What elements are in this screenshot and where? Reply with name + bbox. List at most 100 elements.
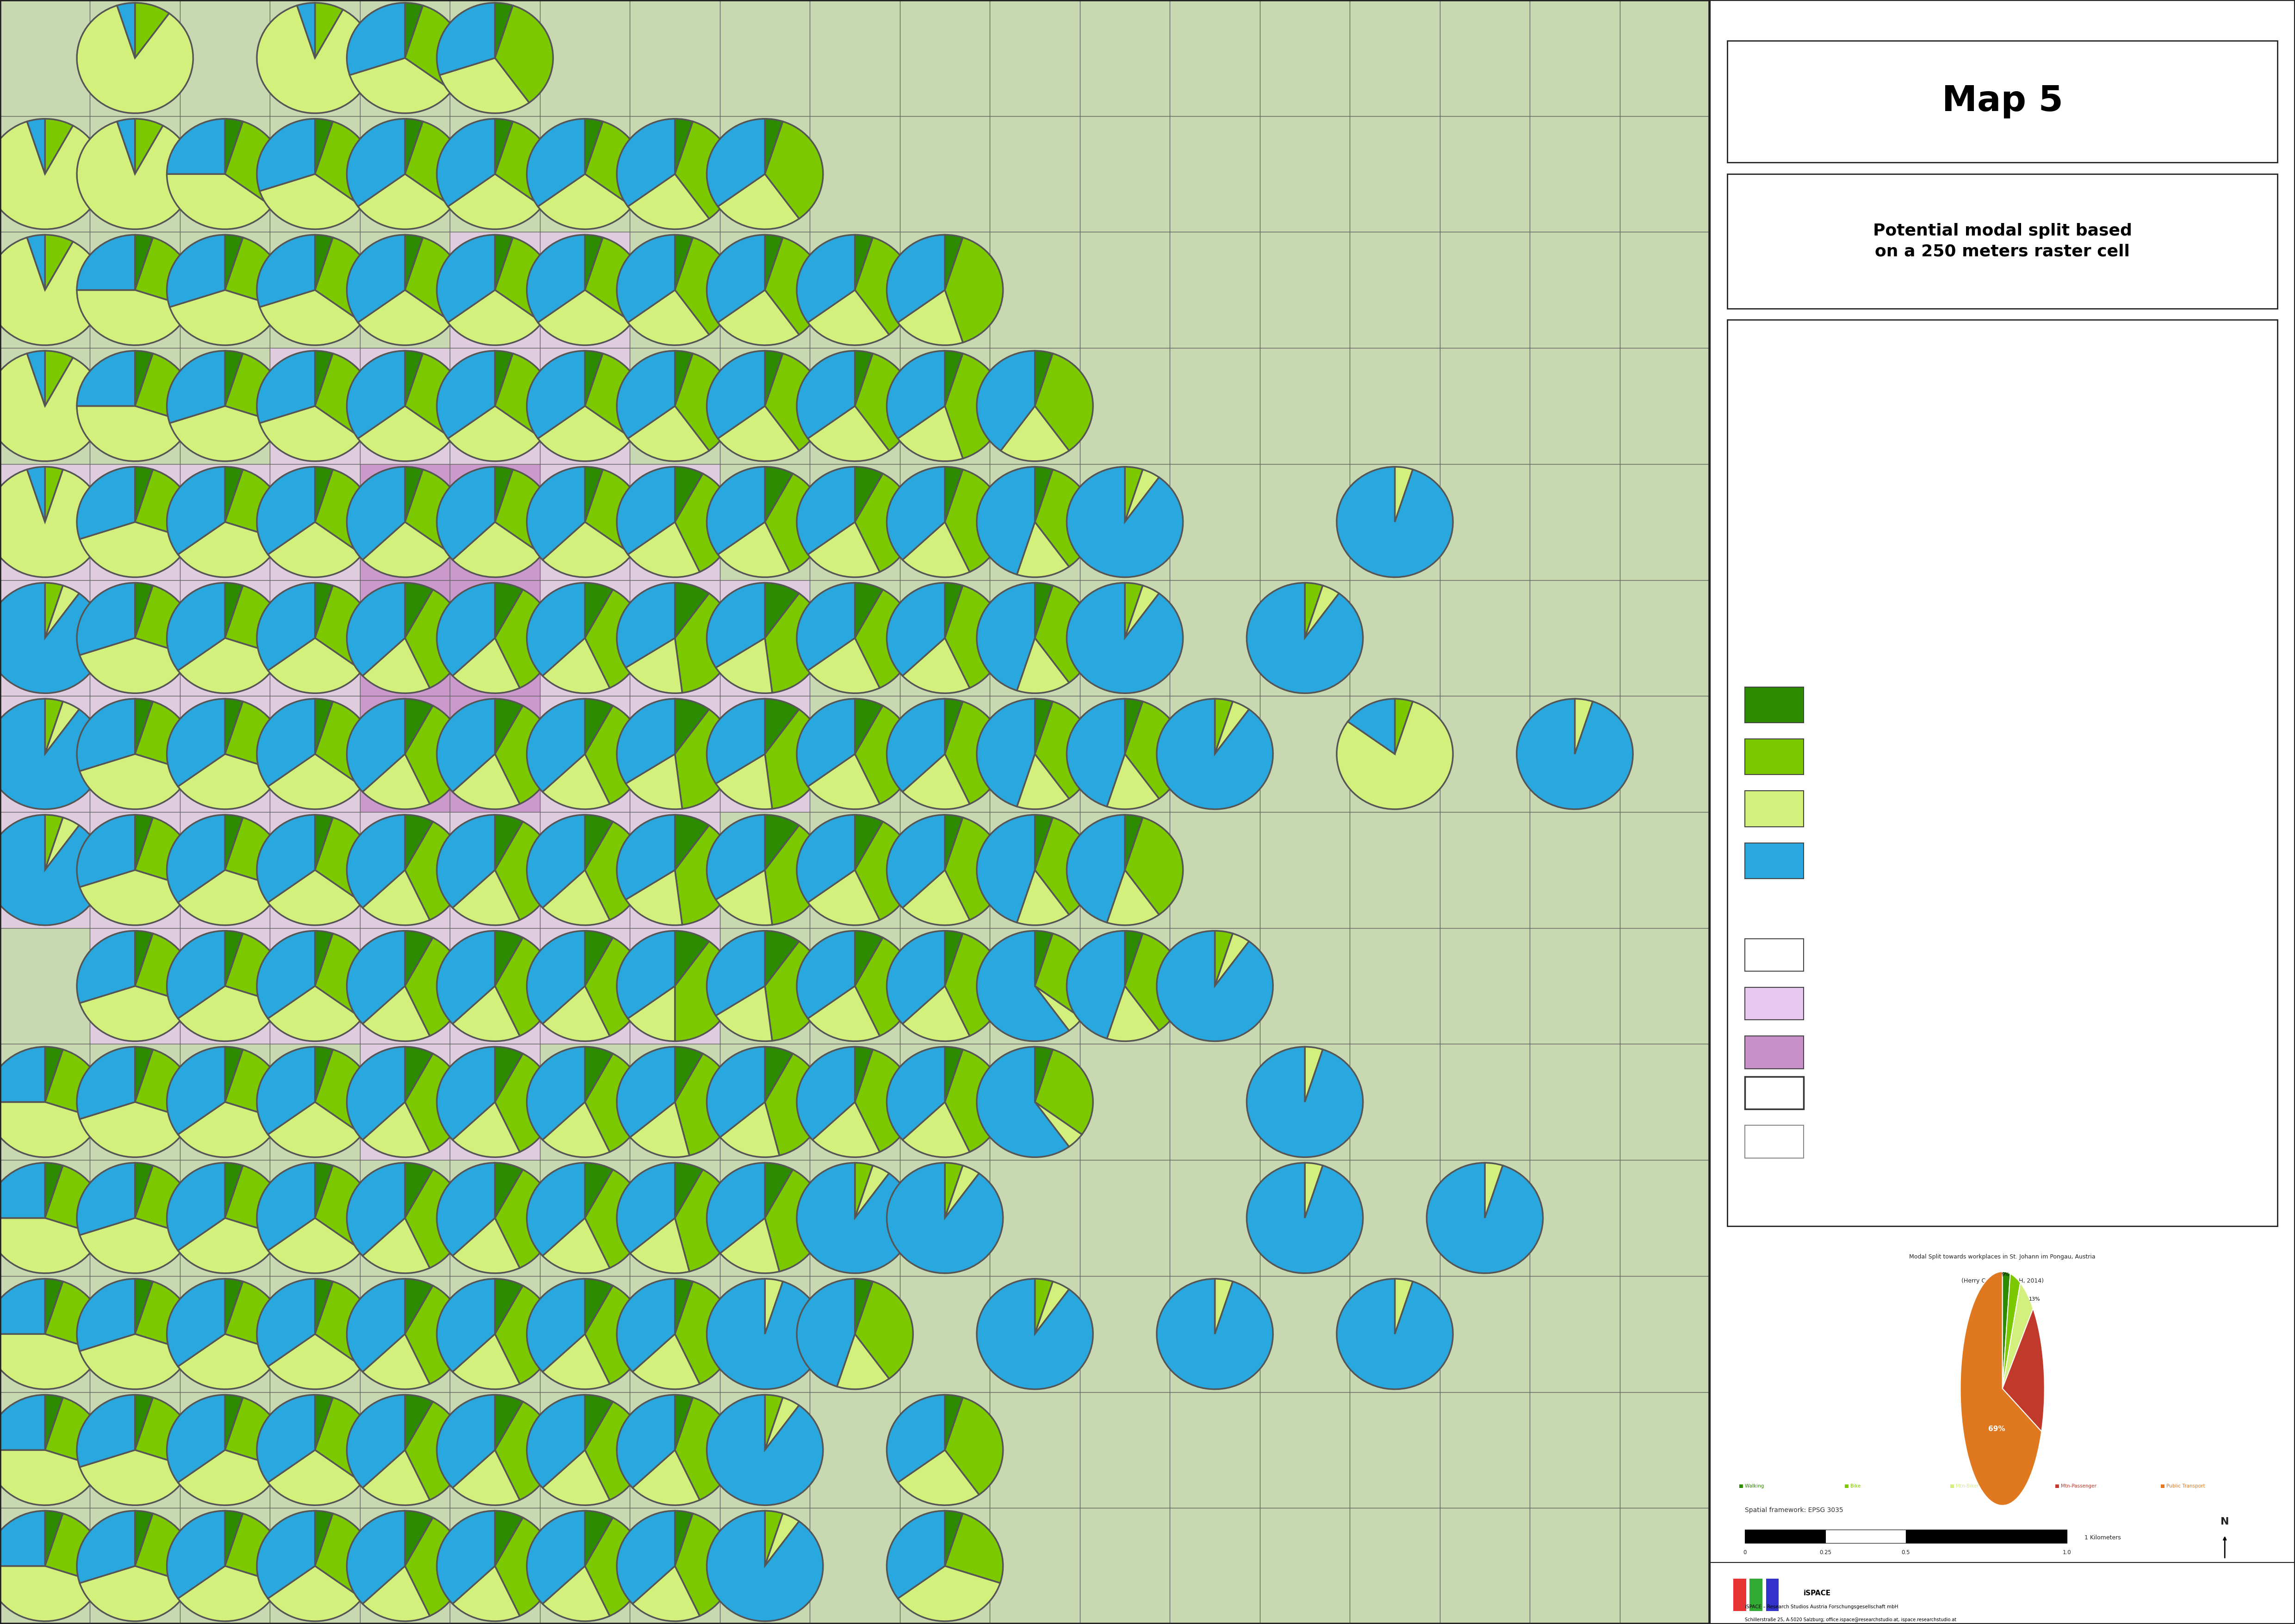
Wedge shape (225, 817, 282, 887)
Wedge shape (46, 1166, 103, 1236)
Wedge shape (76, 815, 135, 887)
Text: 2014: 2014 (1857, 1582, 1875, 1588)
Wedge shape (617, 351, 675, 438)
Wedge shape (404, 469, 464, 554)
Wedge shape (168, 351, 225, 424)
Wedge shape (1427, 1163, 1542, 1273)
Wedge shape (76, 931, 135, 1004)
Bar (629, 464, 721, 580)
Wedge shape (528, 1510, 585, 1605)
Wedge shape (585, 1510, 613, 1566)
Wedge shape (946, 1047, 964, 1103)
Wedge shape (542, 1218, 610, 1273)
Bar (1744, 1036, 1804, 1069)
Wedge shape (168, 583, 225, 671)
Wedge shape (363, 870, 429, 926)
Wedge shape (404, 1278, 434, 1333)
Wedge shape (1395, 698, 1414, 754)
Wedge shape (707, 583, 764, 667)
Wedge shape (46, 235, 73, 291)
Wedge shape (764, 235, 783, 291)
Text: Illustration of the potential modal split of commuters
towards work, including s: Illustration of the potential modal spli… (1744, 333, 2026, 437)
Text: ■ Mtn-Biker: ■ Mtn-Biker (1951, 1484, 1978, 1488)
Bar (360, 580, 450, 697)
Wedge shape (168, 174, 273, 229)
Wedge shape (404, 122, 464, 206)
Wedge shape (902, 1103, 968, 1158)
Wedge shape (135, 1514, 193, 1583)
Wedge shape (347, 351, 404, 438)
Wedge shape (225, 1278, 243, 1333)
Wedge shape (135, 1281, 193, 1351)
Wedge shape (718, 521, 789, 577)
Wedge shape (897, 1450, 980, 1505)
Wedge shape (585, 235, 604, 291)
Wedge shape (675, 351, 693, 406)
Wedge shape (314, 1398, 374, 1483)
Wedge shape (886, 1163, 1003, 1273)
Wedge shape (585, 590, 643, 689)
Wedge shape (496, 583, 523, 638)
Wedge shape (1106, 986, 1159, 1041)
Wedge shape (617, 815, 675, 900)
Bar (1744, 843, 1804, 879)
Wedge shape (617, 1047, 675, 1137)
Wedge shape (168, 119, 225, 174)
Wedge shape (629, 521, 700, 577)
Bar (1728, 320, 2277, 1226)
Bar (1905, 1530, 2068, 1543)
Wedge shape (496, 237, 553, 323)
Wedge shape (1035, 1103, 1081, 1147)
Wedge shape (716, 754, 771, 809)
Wedge shape (496, 1054, 553, 1151)
Wedge shape (496, 590, 553, 689)
Wedge shape (2001, 1272, 2010, 1389)
Wedge shape (528, 698, 585, 793)
Wedge shape (135, 934, 193, 1004)
Wedge shape (897, 1566, 1001, 1621)
Wedge shape (946, 817, 1003, 919)
Wedge shape (675, 1047, 702, 1103)
Wedge shape (946, 815, 964, 870)
Wedge shape (585, 1047, 613, 1103)
Wedge shape (629, 986, 675, 1041)
Wedge shape (404, 237, 464, 323)
Wedge shape (347, 698, 404, 793)
Wedge shape (358, 174, 452, 229)
Wedge shape (978, 1047, 1069, 1158)
Wedge shape (585, 705, 643, 804)
Wedge shape (314, 1163, 333, 1218)
Wedge shape (675, 474, 732, 572)
Wedge shape (257, 931, 314, 1018)
Wedge shape (496, 1402, 553, 1501)
Wedge shape (721, 1218, 780, 1273)
Wedge shape (28, 351, 46, 406)
Wedge shape (585, 1278, 613, 1333)
Wedge shape (946, 351, 964, 406)
Bar (629, 580, 721, 697)
Wedge shape (1035, 986, 1081, 1031)
Wedge shape (1017, 754, 1069, 809)
Wedge shape (269, 1218, 363, 1273)
Wedge shape (1157, 698, 1274, 809)
Wedge shape (617, 466, 675, 554)
Wedge shape (452, 1103, 519, 1158)
Wedge shape (764, 1395, 783, 1450)
Bar (360, 697, 450, 812)
Bar (629, 812, 721, 927)
Wedge shape (496, 3, 512, 58)
Wedge shape (496, 705, 553, 804)
Wedge shape (314, 351, 333, 406)
Wedge shape (902, 754, 968, 809)
Text: F. Schöpflin, Juli 2018: F. Schöpflin, Juli 2018 (1857, 1562, 1930, 1569)
Wedge shape (28, 235, 46, 291)
Wedge shape (542, 1103, 610, 1158)
Bar (179, 580, 271, 697)
Wedge shape (257, 351, 314, 424)
Wedge shape (496, 1278, 523, 1333)
Wedge shape (631, 1103, 688, 1158)
Wedge shape (314, 1281, 374, 1366)
Bar (360, 580, 450, 697)
Text: E-Bike: E-Bike (1820, 804, 1850, 814)
Wedge shape (404, 119, 422, 174)
